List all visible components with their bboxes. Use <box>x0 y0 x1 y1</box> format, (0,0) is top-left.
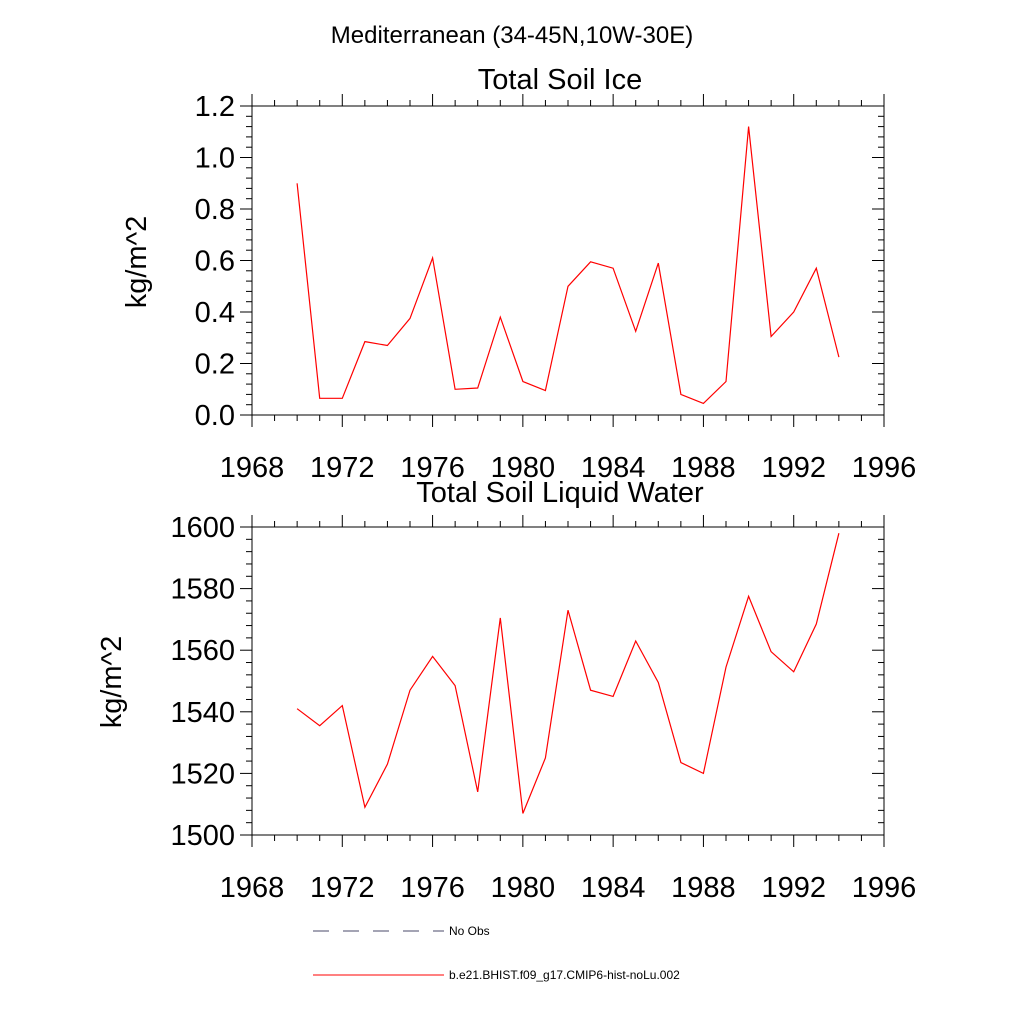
tick-layer: 1968 1972 1976 1980 1984 1988 1992 1996 0.0 0.2 0.… <box>195 91 917 484</box>
x-tick-label: 1984 <box>581 872 646 904</box>
x-tick-label: 1996 <box>852 872 917 904</box>
x-tick-label: 1980 <box>491 452 556 484</box>
series-layer <box>296 126 840 405</box>
tick-layer: 1968 1972 1976 1980 1984 1988 1992 1996 1500 1520… <box>170 512 916 904</box>
y-tick-label: 1520 <box>170 758 235 790</box>
x-tick-label: 1984 <box>581 452 646 484</box>
x-tick-label: 1996 <box>852 452 917 484</box>
x-tick-label: 1968 <box>220 872 285 904</box>
y-axis-label: kg/m^2 <box>121 216 153 309</box>
plot-frame <box>251 105 885 416</box>
y-tick-label: 0.2 <box>195 349 235 381</box>
x-tick-label: 1972 <box>310 872 375 904</box>
legend-label-no-obs: No Obs <box>449 924 490 938</box>
y-tick-label: 0.4 <box>195 297 235 329</box>
y-tick-label: 1600 <box>170 512 235 544</box>
legend: No Obs b.e21.BHIST.f09_g17.CMIP6-hist-no… <box>313 924 680 982</box>
x-tick-label: 1980 <box>491 872 556 904</box>
y-tick-label: 0.6 <box>195 246 235 278</box>
legend-label-model-run: b.e21.BHIST.f09_g17.CMIP6-hist-noLu.002 <box>449 968 680 982</box>
figure-suptitle: Mediterranean (34-45N,10W-30E) <box>331 22 693 49</box>
series-layer <box>296 533 840 814</box>
y-axis-label: kg/m^2 <box>96 636 128 729</box>
y-tick-label: 1.0 <box>195 143 235 175</box>
y-tick-label: 0.0 <box>195 400 235 432</box>
panel-soil-ice: Total Soil Ice kg/m^2 1968 1972 1976 1980 19… <box>121 64 916 484</box>
x-tick-label: 1976 <box>400 872 465 904</box>
x-tick-label: 1968 <box>220 452 285 484</box>
panel-title: Total Soil Ice <box>478 64 642 96</box>
x-tick-label: 1988 <box>671 872 736 904</box>
x-tick-label: 1976 <box>400 452 465 484</box>
y-tick-label: 1500 <box>170 820 235 852</box>
y-tick-label: 1.2 <box>195 91 235 123</box>
x-tick-label: 1972 <box>310 452 375 484</box>
y-tick-label: 1540 <box>170 697 235 729</box>
x-tick-label: 1988 <box>671 452 736 484</box>
series-line <box>296 533 840 814</box>
y-tick-label: 1580 <box>170 574 235 606</box>
panel-title: Total Soil Liquid Water <box>416 477 704 509</box>
plot-frame <box>251 526 885 836</box>
panel-soil-liquid-water: Total Soil Liquid Water kg/m^2 1968 1972 1… <box>96 477 916 904</box>
series-line <box>296 126 840 405</box>
y-tick-label: 1560 <box>170 635 235 667</box>
x-tick-label: 1992 <box>761 872 826 904</box>
y-tick-label: 0.8 <box>195 194 235 226</box>
x-tick-label: 1992 <box>761 452 826 484</box>
